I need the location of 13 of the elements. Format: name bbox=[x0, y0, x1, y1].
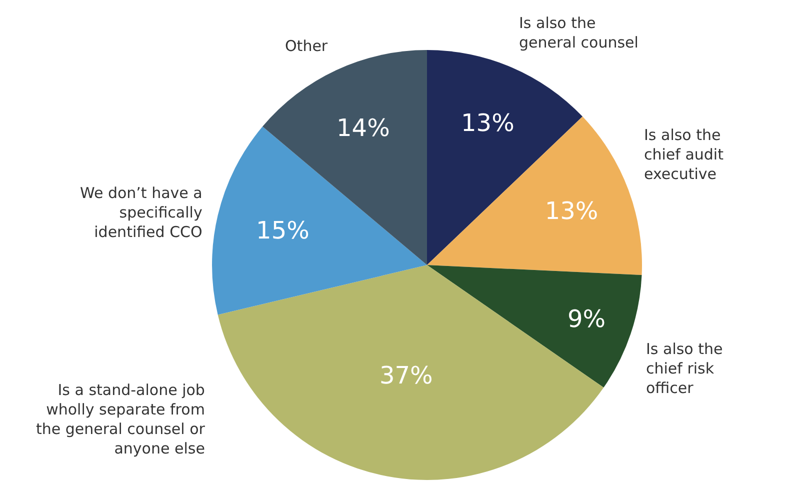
slice-label: Is also the chief audit executive bbox=[644, 126, 724, 183]
slice-label: Other bbox=[285, 37, 328, 55]
data-label: 13% bbox=[461, 109, 514, 138]
data-label: 14% bbox=[336, 114, 390, 142]
data-label: 13% bbox=[544, 196, 598, 225]
slice-label: We don’t have a specifically identified CCO bbox=[80, 184, 202, 241]
slice-label: Is a stand-alone job wholly separate from the general counsel or anyone else bbox=[36, 381, 206, 458]
data-label: 15% bbox=[256, 216, 310, 245]
data-label: 9% bbox=[568, 305, 606, 334]
pie-slice bbox=[218, 265, 604, 480]
slice-label: Is also the chief risk officer bbox=[646, 340, 723, 397]
data-label: 37% bbox=[379, 361, 433, 390]
slice-label: Is also the general counsel bbox=[519, 14, 638, 52]
